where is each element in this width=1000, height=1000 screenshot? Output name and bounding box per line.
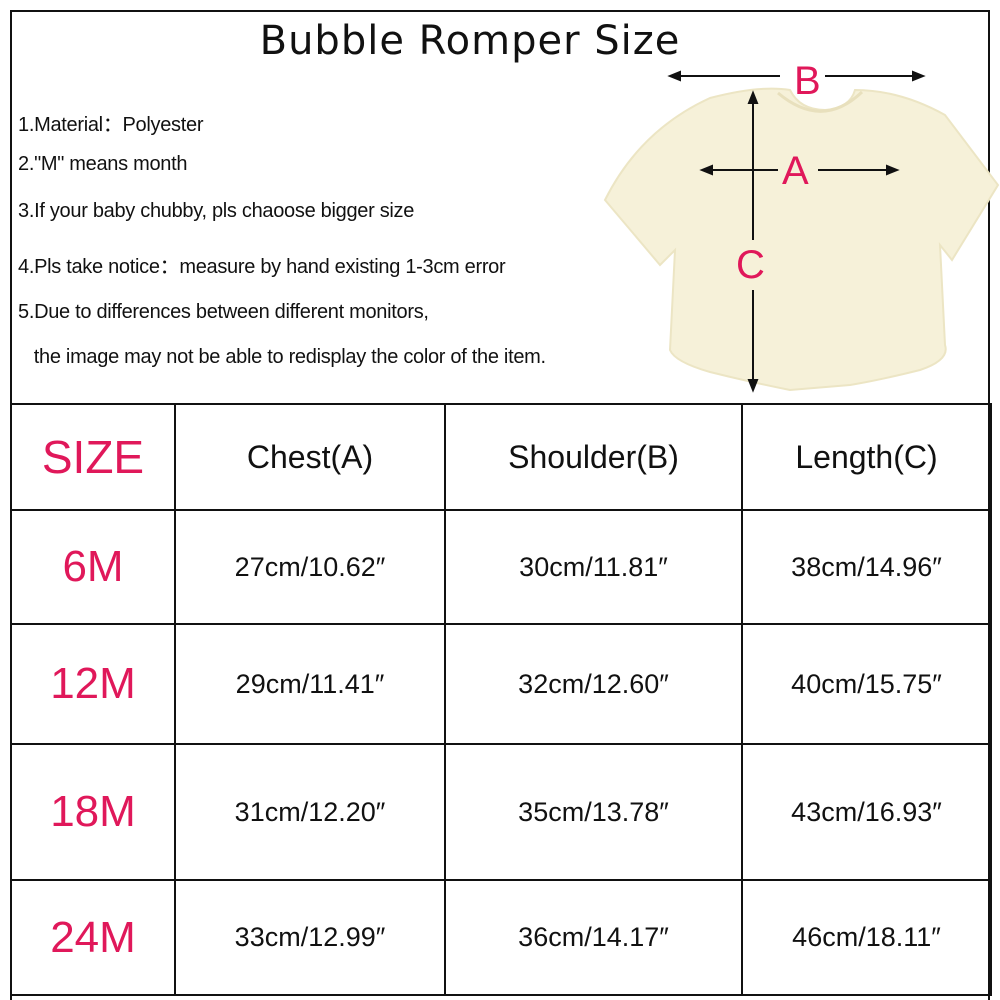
table-row: 6M 27cm/10.62″ 30cm/11.81″ 38cm/14.96″ <box>10 509 992 625</box>
length-cell: 38cm/14.96″ <box>741 509 992 625</box>
romper-garment <box>603 87 1000 392</box>
note-month: 2."M" means month <box>18 153 188 175</box>
chest-cell: 27cm/10.62″ <box>174 509 446 625</box>
size-cell: 24M <box>10 879 176 996</box>
size-cell: 12M <box>10 623 176 745</box>
page-title: Bubble Romper Size <box>259 18 681 64</box>
romper-diagram: B A C <box>603 60 1000 393</box>
shoulder-cell: 30cm/11.81″ <box>444 509 743 625</box>
label-c: C <box>736 243 765 287</box>
header-length: Length(C) <box>741 403 992 511</box>
table-header-row: SIZE Chest(A) Shoulder(B) Length(C) <box>10 403 992 511</box>
note-chubby: 3.If your baby chubby, pls chaoose bigge… <box>18 200 415 222</box>
shoulder-cell: 36cm/14.17″ <box>444 879 743 996</box>
table-row: 18M 31cm/12.20″ 35cm/13.78″ 43cm/16.93″ <box>10 743 992 881</box>
length-cell: 40cm/15.75″ <box>741 623 992 745</box>
header-shoulder: Shoulder(B) <box>444 403 743 511</box>
size-cell: 18M <box>10 743 176 881</box>
length-cell: 43cm/16.93″ <box>741 743 992 881</box>
header-chest: Chest(A) <box>174 403 446 511</box>
table-row: 12M 29cm/11.41″ 32cm/12.60″ 40cm/15.75″ <box>10 623 992 745</box>
table-row: 24M 33cm/12.99″ 36cm/14.17″ 46cm/18.11″ <box>10 879 992 996</box>
label-a: A <box>782 149 809 193</box>
chest-cell: 31cm/12.20″ <box>174 743 446 881</box>
shoulder-cell: 35cm/13.78″ <box>444 743 743 881</box>
chest-cell: 29cm/11.41″ <box>174 623 446 745</box>
length-cell: 46cm/18.11″ <box>741 879 992 996</box>
label-b: B <box>794 60 821 103</box>
chest-cell: 33cm/12.99″ <box>174 879 446 996</box>
note-material: 1.Material：Polyester <box>18 114 204 136</box>
note-measure: 4.Pls take notice：measure by hand existi… <box>18 256 506 278</box>
size-table: SIZE Chest(A) Shoulder(B) Length(C) 6M 2… <box>10 403 992 996</box>
shoulder-cell: 32cm/12.60″ <box>444 623 743 745</box>
note-color: the image may not be able to redisplay t… <box>18 346 546 368</box>
size-cell: 6M <box>10 509 176 625</box>
note-monitors: 5.Due to differences between different m… <box>18 301 429 323</box>
header-size: SIZE <box>10 403 176 511</box>
